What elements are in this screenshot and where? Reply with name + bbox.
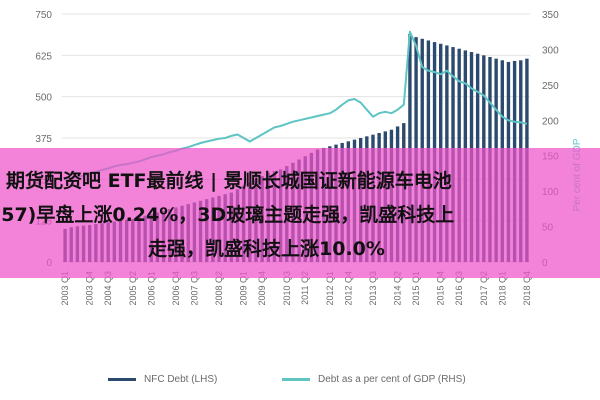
banner-line-1: 期货配资吧 ETF最前线 | 景顺长城国证新能源车电池: [6, 170, 452, 192]
overlay-banner: 期货配资吧 ETF最前线 | 景顺长城国证新能源车电池 757)早盘上涨0.24…: [0, 148, 600, 278]
chart-legend: NFC Debt (LHS) Debt as a per cent of GDP…: [0, 372, 600, 392]
x-tick-label: 2015 Q1: [411, 271, 421, 306]
right-tick-label: 350: [542, 10, 559, 21]
x-tick-label: 2012 Q4: [343, 271, 353, 306]
legend-swatch-bar: [108, 378, 136, 381]
x-tick-label: 2007 Q3: [189, 271, 199, 306]
left-tick-label: 375: [35, 134, 52, 145]
bar: [408, 33, 412, 263]
left-tick-label: 750: [35, 10, 52, 21]
x-tick-label: 2011 Q2: [300, 271, 310, 305]
legend-item-nfc-debt: NFC Debt (LHS): [108, 374, 217, 385]
banner-line-2: 757)早盘上涨0.24%，3D玻璃主题走强，凯盛科技上: [0, 204, 455, 226]
x-tick-label: 2014 Q2: [393, 271, 403, 306]
x-tick-label: 2013 Q3: [368, 271, 378, 306]
x-tick-label: 2004 Q3: [103, 271, 113, 306]
legend-swatch-line: [282, 378, 310, 381]
x-tick-label: 2012 Q1: [325, 271, 335, 306]
x-tick-label: 2015 Q4: [436, 271, 446, 306]
banner-line-3: 走强，凯盛科技上涨10.0%: [148, 238, 385, 260]
left-tick-label: 625: [35, 51, 52, 62]
x-tick-label: 2009 Q1: [239, 271, 249, 306]
x-tick-label: 2006 Q4: [171, 271, 181, 306]
x-tick-label: 2008 Q2: [214, 271, 224, 306]
x-tick-label: 2018 Q1: [497, 271, 507, 306]
x-tick-label: 2018 Q4: [522, 271, 532, 306]
right-tick-label: 200: [542, 116, 559, 127]
x-tick-label: 2003 Q1: [60, 271, 70, 306]
x-tick-label: 2016 Q3: [454, 271, 464, 306]
x-tick-label: 2006 Q1: [146, 271, 156, 306]
x-tick-label: 2017 Q2: [479, 271, 489, 306]
x-tick-label: 2009 Q4: [257, 271, 267, 306]
x-tick-label: 2003 Q4: [85, 271, 95, 306]
left-tick-label: 500: [35, 93, 52, 104]
legend-label-debt-gdp: Debt as a per cent of GDP (RHS): [318, 374, 466, 385]
x-tick-label: 2005 Q2: [128, 271, 138, 306]
x-tick-label: 2010 Q3: [282, 271, 292, 306]
right-tick-label: 300: [542, 45, 559, 56]
legend-item-debt-gdp: Debt as a per cent of GDP (RHS): [282, 374, 466, 385]
right-tick-label: 250: [542, 81, 559, 92]
legend-label-nfc-debt: NFC Debt (LHS): [144, 374, 218, 385]
x-axis-ticks: 2003 Q1 2003 Q4 2004 Q3 2005 Q2 2006 Q1 2006 …: [60, 271, 532, 306]
